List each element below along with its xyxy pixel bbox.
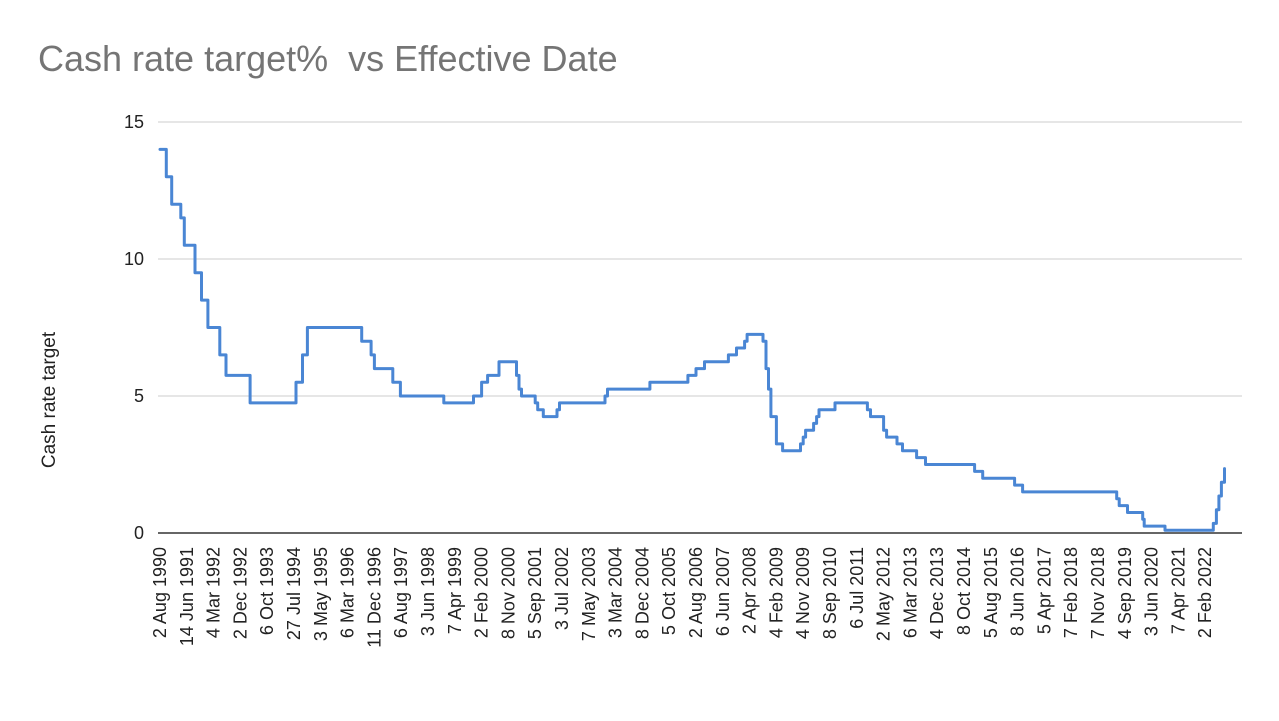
x-tick-label: 6 Aug 1997 (391, 547, 411, 638)
x-tick-label: 8 Jun 2016 (1008, 547, 1028, 636)
x-tick-label: 6 Mar 1996 (338, 547, 358, 638)
x-tick-label: 5 Sep 2001 (525, 547, 545, 639)
y-axis-title: Cash rate target (39, 331, 60, 468)
chart-title: Cash rate target% vs Effective Date (38, 38, 618, 79)
x-tick-label: 7 Apr 1999 (445, 547, 465, 634)
x-tick-label: 4 Feb 2009 (766, 547, 786, 638)
x-tick-label: 6 Jun 2007 (713, 547, 733, 636)
x-tick-label: 7 Feb 2018 (1061, 547, 1081, 638)
y-tick-label: 15 (124, 112, 144, 132)
x-tick-label: 4 Nov 2009 (793, 547, 813, 639)
series-layer (158, 147, 1226, 532)
y-axis-ticks: 0 5 10 15 (124, 112, 144, 543)
gridlines (158, 121, 1242, 534)
x-axis-ticks: 2 Aug 1990 14 Jun 1991 4 Mar 1992 2 Dec 199… (150, 547, 1215, 648)
x-tick-label: 3 May 1995 (311, 547, 331, 641)
x-tick-label: 14 Jun 1991 (177, 547, 197, 646)
x-tick-label: 5 Apr 2017 (1034, 547, 1054, 634)
x-tick-label: 27 Jul 1994 (284, 547, 304, 640)
y-tick-label: 0 (134, 523, 144, 543)
x-tick-label: 2 Apr 2008 (740, 547, 760, 634)
x-tick-label: 2 Aug 2006 (686, 547, 706, 638)
x-tick-label: 7 May 2003 (579, 547, 599, 641)
x-tick-label: 2 Aug 1990 (150, 547, 170, 638)
x-tick-label: 2 May 2012 (874, 547, 894, 641)
series-line (158, 147, 1226, 532)
x-tick-label: 8 Oct 2014 (954, 547, 974, 635)
x-tick-label: 4 Dec 2013 (927, 547, 947, 639)
x-tick-label: 11 Dec 1996 (364, 547, 384, 648)
x-tick-label: 2 Feb 2022 (1195, 547, 1215, 638)
x-tick-label: 8 Sep 2010 (820, 547, 840, 639)
x-tick-label: 6 Jul 2011 (847, 547, 867, 629)
y-tick-label: 5 (134, 386, 144, 406)
x-tick-label: 3 Jul 2002 (552, 547, 572, 630)
x-tick-label: 5 Oct 2005 (659, 547, 679, 635)
y-tick-label: 10 (124, 249, 144, 269)
x-tick-label: 4 Sep 2019 (1115, 547, 1135, 639)
x-tick-label: 5 Aug 2015 (981, 547, 1001, 638)
x-tick-label: 7 Apr 2021 (1168, 547, 1188, 634)
x-tick-label: 4 Mar 1992 (204, 547, 224, 638)
x-tick-label: 7 Nov 2018 (1088, 547, 1108, 639)
x-tick-label: 3 Jun 2020 (1142, 547, 1162, 636)
x-tick-label: 2 Feb 2000 (472, 547, 492, 638)
x-tick-label: 3 Mar 2004 (606, 547, 626, 638)
x-tick-label: 8 Dec 2004 (632, 547, 652, 639)
x-tick-label: 6 Mar 2013 (900, 547, 920, 638)
x-tick-label: 6 Oct 1993 (257, 547, 277, 635)
x-tick-label: 3 Jun 1998 (418, 547, 438, 636)
x-tick-label: 2 Dec 1992 (230, 547, 250, 639)
x-tick-label: 8 Nov 2000 (498, 547, 518, 639)
